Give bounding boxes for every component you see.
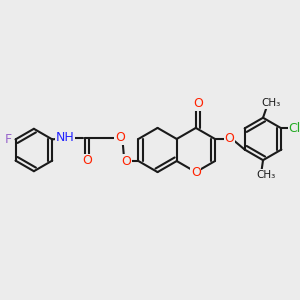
Text: NH: NH [56,131,75,144]
Text: O: O [122,154,132,167]
Text: O: O [224,133,234,146]
Text: CH₃: CH₃ [261,98,280,108]
Text: Cl: Cl [289,122,300,135]
Text: O: O [115,131,125,144]
Text: F: F [4,133,12,146]
Text: CH₃: CH₃ [256,170,276,180]
Text: O: O [191,166,201,178]
Text: O: O [82,154,92,167]
Text: O: O [193,97,203,110]
